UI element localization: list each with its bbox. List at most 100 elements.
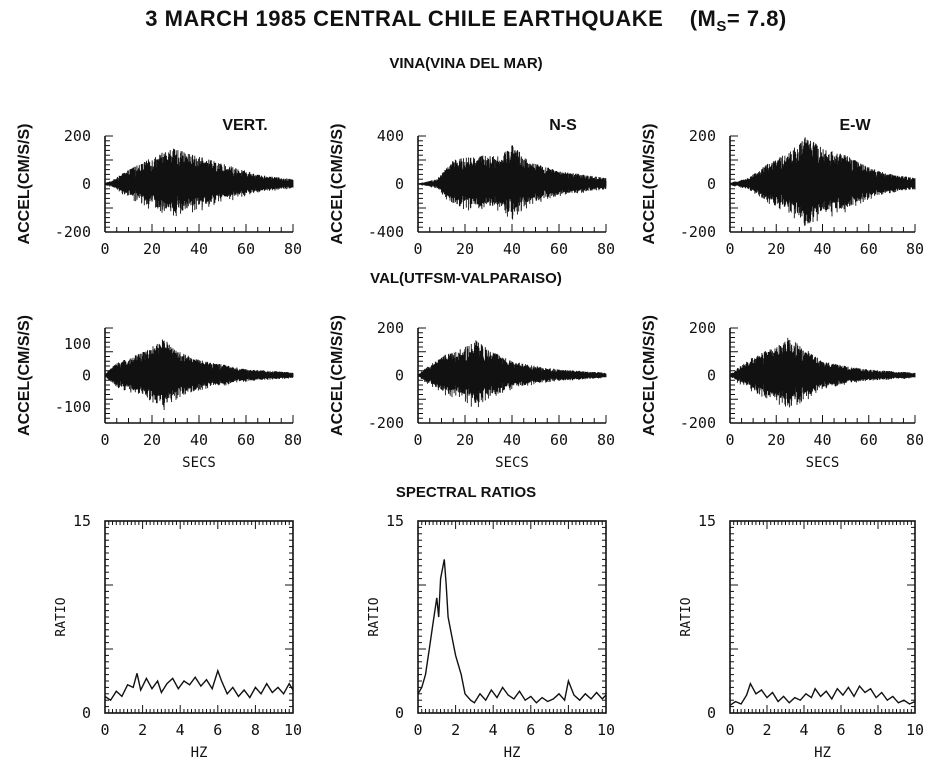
x-tick-label: 2 xyxy=(138,721,147,739)
x-tick-label: 40 xyxy=(813,431,831,449)
ratio-line xyxy=(729,681,916,706)
x-tick-label: 80 xyxy=(906,431,924,449)
x-axis-label: HZ xyxy=(191,745,208,761)
seismogram-trace xyxy=(417,340,607,408)
x-tick-label: 60 xyxy=(550,431,568,449)
x-axis-label: SECS xyxy=(806,455,840,471)
x-tick-label: 4 xyxy=(799,721,808,739)
x-tick-label: 0 xyxy=(725,240,734,258)
x-tick-label: 20 xyxy=(456,240,474,258)
x-tick-label: 60 xyxy=(550,240,568,258)
y-tick-label: 200 xyxy=(64,127,91,145)
section-title-val: VAL(UTFSM-VALPARAISO) xyxy=(370,270,562,287)
y-tick-label: 200 xyxy=(377,319,404,337)
x-tick-label: 20 xyxy=(767,240,785,258)
chart-vina-vert: 0 20 40 60 80 -200 0 200 ACCEL(CM/S/S) VERT. xyxy=(16,117,302,258)
y-tick-label: 400 xyxy=(377,127,404,145)
y-tick-label: 200 xyxy=(689,127,716,145)
y-axis-label: RATIO xyxy=(54,597,69,636)
x-tick-label: 8 xyxy=(873,721,882,739)
y-tick-label: 0 xyxy=(82,175,91,193)
seismogram-trace xyxy=(104,339,294,410)
y-tick-label: 0 xyxy=(707,367,716,385)
y-tick-label: -200 xyxy=(680,223,716,241)
y-tick-label: 0 xyxy=(707,175,716,193)
x-tick-label: 80 xyxy=(284,431,302,449)
x-tick-label: 0 xyxy=(413,431,422,449)
x-tick-label: 6 xyxy=(213,721,222,739)
x-tick-label: 10 xyxy=(906,721,924,739)
x-tick-label: 0 xyxy=(100,721,109,739)
x-tick-label: 2 xyxy=(762,721,771,739)
y-tick-label: 0 xyxy=(395,175,404,193)
chart-vina-ew: 0 20 40 60 80 -200 0 200 ACCEL(CM/S/S) E-W xyxy=(641,117,924,258)
y-axis-label: RATIO xyxy=(679,597,694,636)
y-tick-label: -200 xyxy=(55,223,91,241)
y-axis-label: ACCEL(CM/S/S) xyxy=(329,124,346,245)
y-tick-label: 200 xyxy=(689,319,716,337)
ratio-line xyxy=(417,559,607,704)
y-tick-label: -200 xyxy=(680,414,716,432)
x-tick-label: 80 xyxy=(597,431,615,449)
x-tick-label: 8 xyxy=(564,721,573,739)
x-axis-label: SECS xyxy=(495,455,529,471)
chart-ratio-ew: 0 2 4 6 8 10 0 15 RATIO HZ xyxy=(679,512,924,761)
x-tick-label: 0 xyxy=(413,721,422,739)
y-tick-label: 0 xyxy=(395,704,404,722)
section-title-spectral: SPECTRAL RATIOS xyxy=(395,484,537,501)
x-tick-label: 60 xyxy=(860,431,878,449)
x-tick-label: 40 xyxy=(190,240,208,258)
x-axis-label: HZ xyxy=(814,745,831,761)
x-tick-label: 10 xyxy=(284,721,302,739)
plot-frame xyxy=(417,520,607,714)
seismogram-trace xyxy=(104,148,294,217)
seismogram-trace xyxy=(729,137,916,226)
x-axis-label: SECS xyxy=(182,455,216,471)
seismogram-trace xyxy=(417,145,607,220)
y-tick-label: 15 xyxy=(698,512,716,530)
magnitude-label: (MS= 7.8) xyxy=(689,6,787,35)
x-tick-label: 40 xyxy=(813,240,831,258)
y-tick-label: 0 xyxy=(82,367,91,385)
plot-frame xyxy=(729,520,916,714)
y-axis-label: ACCEL(CM/S/S) xyxy=(329,315,346,436)
chart-val-ew: 0 20 40 60 80 -200 0 200 ACCEL(CM/S/S) SECS xyxy=(641,315,924,471)
x-tick-label: 60 xyxy=(860,240,878,258)
y-axis-label: ACCEL(CM/S/S) xyxy=(16,124,33,245)
x-tick-label: 20 xyxy=(143,240,161,258)
y-axis-label: RATIO xyxy=(367,597,382,636)
x-tick-label: 8 xyxy=(251,721,260,739)
x-tick-label: 40 xyxy=(503,431,521,449)
y-axis-label: ACCEL(CM/S/S) xyxy=(16,315,33,436)
y-tick-label: 0 xyxy=(82,704,91,722)
chart-val-vert: 0 20 40 60 80 -100 0 100 ACCEL(CM/S/S) SECS xyxy=(16,315,302,471)
x-tick-label: 0 xyxy=(413,240,422,258)
seismogram-trace xyxy=(729,337,916,408)
chart-title: 3 MARCH 1985 CENTRAL CHILE EARTHQUAKE (M… xyxy=(0,6,932,35)
x-tick-label: 80 xyxy=(284,240,302,258)
x-tick-label: 4 xyxy=(176,721,185,739)
x-tick-label: 40 xyxy=(190,431,208,449)
x-tick-label: 4 xyxy=(489,721,498,739)
x-tick-label: 80 xyxy=(906,240,924,258)
ratio-line xyxy=(104,668,294,702)
x-tick-label: 20 xyxy=(767,431,785,449)
x-axis-label: HZ xyxy=(504,745,521,761)
y-tick-label: -100 xyxy=(55,398,91,416)
y-axis-label: ACCEL(CM/S/S) xyxy=(641,124,658,245)
x-tick-label: 0 xyxy=(725,721,734,739)
x-tick-label: 20 xyxy=(456,431,474,449)
x-tick-label: 0 xyxy=(100,431,109,449)
x-tick-label: 0 xyxy=(725,431,734,449)
x-tick-label: 40 xyxy=(503,240,521,258)
x-tick-label: 6 xyxy=(526,721,535,739)
y-tick-label: 0 xyxy=(395,367,404,385)
x-tick-label: 20 xyxy=(143,431,161,449)
component-label: VERT. xyxy=(222,117,267,134)
x-tick-label: 2 xyxy=(451,721,460,739)
component-label: N-S xyxy=(549,117,577,134)
section-title-vina: VINA(VINA DEL MAR) xyxy=(389,55,543,72)
y-tick-label: 15 xyxy=(73,512,91,530)
y-tick-label: -400 xyxy=(368,223,404,241)
